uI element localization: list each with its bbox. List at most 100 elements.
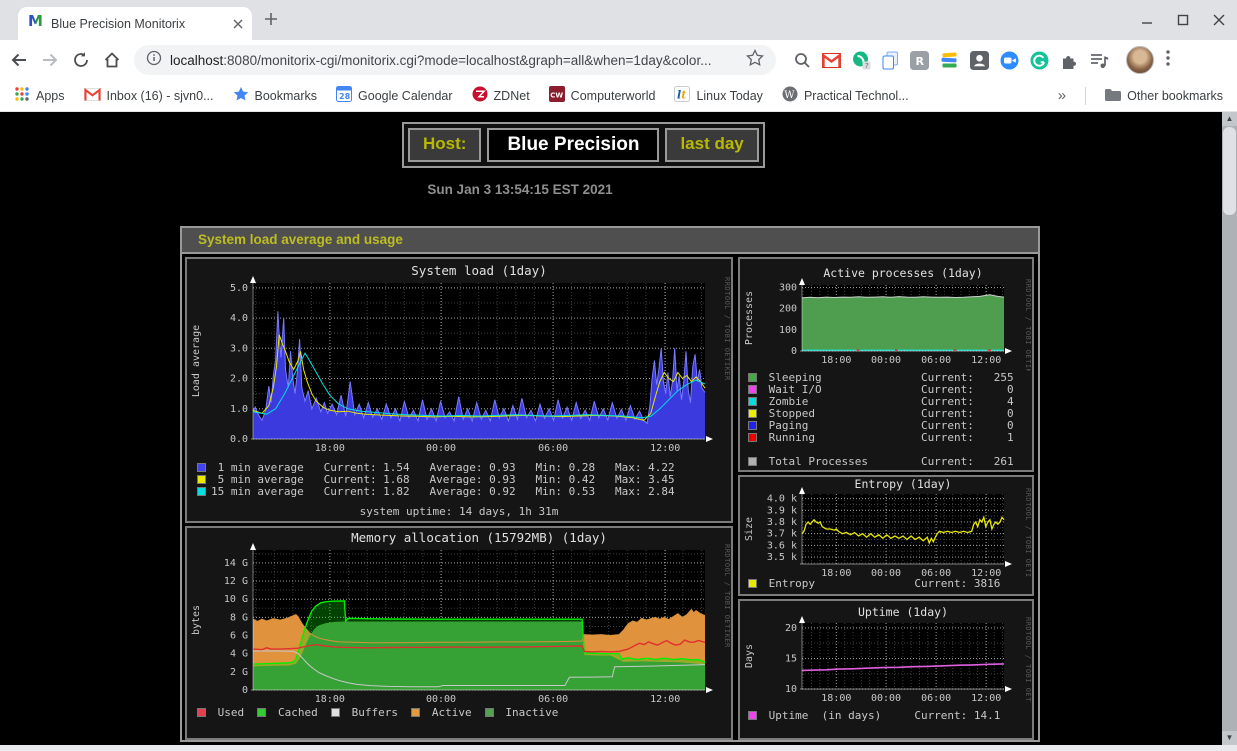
svg-text:0: 0 bbox=[242, 685, 248, 696]
svg-text:3.9 k: 3.9 k bbox=[767, 505, 797, 516]
svg-text:0.0: 0.0 bbox=[230, 434, 248, 445]
section-title: System load average and usage bbox=[182, 228, 1038, 254]
zdnet-icon bbox=[472, 86, 488, 105]
browser-titlebar: M Blue Precision Monitorix bbox=[0, 0, 1237, 40]
svg-text:System load (1day): System load (1day) bbox=[411, 263, 546, 278]
svg-text:06:00: 06:00 bbox=[921, 355, 951, 366]
svg-text:10: 10 bbox=[785, 684, 797, 695]
scrollbar-thumb[interactable] bbox=[1223, 127, 1236, 215]
browser-toolbar: localhost:8080/monitorix-cgi/monitorix.c… bbox=[0, 40, 1237, 80]
profile-avatar[interactable] bbox=[1126, 46, 1154, 74]
back-button[interactable] bbox=[6, 47, 32, 73]
bookmark-practical-technol[interactable]: W Practical Technol... bbox=[782, 86, 909, 105]
svg-text:Days: Days bbox=[744, 644, 755, 668]
gmail-ext-icon[interactable] bbox=[822, 52, 841, 68]
window-minimize-button[interactable] bbox=[1141, 14, 1153, 26]
svg-text:Processes: Processes bbox=[744, 291, 755, 345]
entropy-graph[interactable]: 3.5 k 3.6 k 3.7 k 3.8 k 3.9 k 4.0 k 18:00 00:00… bbox=[738, 475, 1034, 596]
bookmark-apps[interactable]: Apps bbox=[14, 86, 65, 105]
svg-text:W: W bbox=[784, 90, 795, 101]
svg-text:RRDTOOL / TOBI OETIKER: RRDTOOL / TOBI OETIKER bbox=[1024, 279, 1032, 371]
svg-text:lt: lt bbox=[677, 89, 686, 102]
svg-text:3.5 k: 3.5 k bbox=[767, 552, 797, 563]
window-maximize-button[interactable] bbox=[1177, 14, 1189, 26]
bookmark-google-calendar[interactable]: 28 Google Calendar bbox=[336, 86, 453, 105]
svg-text:CW: CW bbox=[550, 92, 563, 100]
bookmark-star-icon[interactable] bbox=[746, 48, 764, 72]
new-tab-button[interactable] bbox=[264, 12, 278, 26]
bookmark-zdnet[interactable]: ZDNet bbox=[472, 86, 530, 105]
page-datetime: Sun Jan 3 13:54:15 EST 2021 bbox=[427, 182, 613, 197]
tab-close-icon[interactable] bbox=[233, 19, 243, 29]
host-label: Host: bbox=[408, 128, 482, 162]
svg-text:18:00: 18:00 bbox=[821, 355, 851, 366]
svg-text:RRDTOOL / TOBI OETIKER: RRDTOOL / TOBI OETIKER bbox=[723, 277, 731, 381]
svg-text:4.0: 4.0 bbox=[230, 313, 248, 324]
copy-docs-icon[interactable] bbox=[882, 51, 899, 70]
svg-text:Memory allocation (15792MB) (: Memory allocation (15792MB) (1day) bbox=[351, 530, 607, 545]
svg-text:00:00: 00:00 bbox=[426, 443, 456, 454]
bookmark-linux-today[interactable]: lt Linux Today bbox=[674, 86, 763, 105]
bookmarks-overflow-button[interactable]: » bbox=[1057, 87, 1067, 104]
books-icon[interactable] bbox=[940, 52, 959, 69]
forward-button[interactable] bbox=[37, 47, 63, 73]
window-close-button[interactable] bbox=[1213, 14, 1225, 26]
voice-icon[interactable]: ? bbox=[852, 51, 871, 70]
vertical-scrollbar[interactable]: ▲ ▼ bbox=[1222, 112, 1237, 745]
svg-text:3.8 k: 3.8 k bbox=[767, 517, 797, 528]
svg-text:28: 28 bbox=[339, 92, 351, 101]
svg-text:06:00: 06:00 bbox=[921, 568, 951, 577]
site-info-icon[interactable] bbox=[146, 50, 162, 71]
bookmark-inbox-16-sjvn0[interactable]: Inbox (16) - sjvn0... bbox=[83, 87, 214, 104]
grammarly-icon[interactable] bbox=[1030, 51, 1049, 70]
monitorix-favicon-icon: M bbox=[27, 12, 43, 34]
scroll-up-arrow[interactable]: ▲ bbox=[1222, 112, 1237, 126]
page-content: Host: Blue Precision last day Sun Jan 3 … bbox=[0, 112, 1237, 745]
clipper-icon[interactable] bbox=[970, 50, 989, 70]
browser-tab[interactable]: M Blue Precision Monitorix bbox=[18, 7, 252, 40]
svg-text:Size: Size bbox=[744, 517, 755, 541]
svg-text:1.0: 1.0 bbox=[230, 404, 248, 415]
svg-text:14 G: 14 G bbox=[224, 558, 248, 569]
svg-text:R: R bbox=[916, 55, 925, 68]
system-load-graph[interactable]: 0.0 1.0 2.0 3.0 4.0 5.0 18:00 00:00 06:00 12:00 Sy… bbox=[185, 257, 733, 523]
tab-title: Blue Precision Monitorix bbox=[51, 16, 186, 31]
svg-text:Uptime (1day): Uptime (1day) bbox=[858, 605, 948, 619]
search-icon[interactable] bbox=[793, 51, 811, 69]
active-processes-graph[interactable]: 0 100 200 300 18:00 00:00 06:00 12:00 Active pro… bbox=[738, 257, 1034, 472]
svg-text:Load average: Load average bbox=[191, 325, 202, 397]
bookmark-computerworld[interactable]: CW Computerworld bbox=[548, 86, 655, 105]
r-project-icon[interactable]: R bbox=[910, 50, 929, 70]
calendar-icon: 28 bbox=[336, 86, 353, 105]
svg-text:4.0 k: 4.0 k bbox=[767, 494, 797, 505]
uptime-graph[interactable]: 10 15 20 18:00 00:00 06:00 12:00 Uptime (1day) D… bbox=[738, 599, 1034, 740]
svg-text:3.7 k: 3.7 k bbox=[767, 529, 797, 540]
zoom-icon[interactable] bbox=[1000, 51, 1019, 70]
svg-text:RRDTOOL / TOBI OETIKER: RRDTOOL / TOBI OETIKER bbox=[1024, 488, 1032, 577]
home-button[interactable] bbox=[99, 47, 125, 73]
horizontal-scrollbar[interactable] bbox=[0, 745, 1237, 751]
svg-text:18:00: 18:00 bbox=[315, 694, 345, 705]
svg-text:2 G: 2 G bbox=[230, 667, 248, 678]
other-bookmarks-button[interactable]: Other bookmarks bbox=[1105, 88, 1223, 104]
svg-text:4 G: 4 G bbox=[230, 649, 248, 660]
memory-allocation-graph[interactable]: 0 2 G 4 G 6 G 8 G 10 G 12 G 14 G 18:00 00:00 06:00… bbox=[185, 526, 733, 740]
url-bar[interactable]: localhost:8080/monitorix-cgi/monitorix.c… bbox=[134, 45, 776, 75]
svg-text:18:00: 18:00 bbox=[821, 693, 851, 703]
svg-text:100: 100 bbox=[779, 325, 797, 336]
svg-text:06:00: 06:00 bbox=[538, 443, 568, 454]
browser-menu-icon[interactable] bbox=[1165, 48, 1171, 73]
period-label: last day bbox=[665, 128, 759, 162]
scroll-down-arrow[interactable]: ▼ bbox=[1222, 731, 1237, 745]
reload-button[interactable] bbox=[68, 47, 94, 73]
host-header: Host: Blue Precision last day bbox=[402, 122, 765, 168]
svg-text:06:00: 06:00 bbox=[921, 693, 951, 703]
puzzle-icon[interactable] bbox=[1060, 51, 1079, 70]
playlist-icon[interactable] bbox=[1090, 52, 1109, 69]
svg-text:06:00: 06:00 bbox=[538, 694, 568, 705]
bookmark-bookmarks[interactable]: Bookmarks bbox=[233, 86, 317, 105]
svg-text:12:00: 12:00 bbox=[971, 355, 1001, 366]
gmail-icon bbox=[83, 87, 101, 104]
svg-text:5.0: 5.0 bbox=[230, 283, 248, 294]
svg-text:12:00: 12:00 bbox=[971, 693, 1001, 703]
